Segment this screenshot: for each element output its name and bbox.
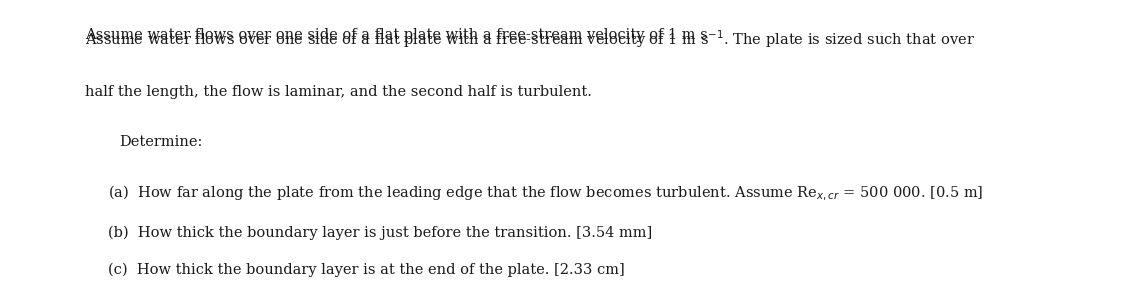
Text: half the length, the flow is laminar, and the second half is turbulent.: half the length, the flow is laminar, an… <box>85 85 592 99</box>
Text: Assume water flows over one side of a flat plate with a free-stream velocity of : Assume water flows over one side of a fl… <box>85 28 975 50</box>
Text: (b)  How thick the boundary layer is just before the transition. [3.54 mm]: (b) How thick the boundary layer is just… <box>108 226 652 240</box>
Text: (a)  How far along the plate from the leading edge that the flow becomes turbule: (a) How far along the plate from the lea… <box>108 183 983 202</box>
Text: (c)  How thick the boundary layer is at the end of the plate. [2.33 cm]: (c) How thick the boundary layer is at t… <box>108 262 624 277</box>
Text: Assume water flows over one side of a flat plate with a free-stream velocity of : Assume water flows over one side of a fl… <box>85 28 708 42</box>
Text: Determine:: Determine: <box>119 135 203 149</box>
